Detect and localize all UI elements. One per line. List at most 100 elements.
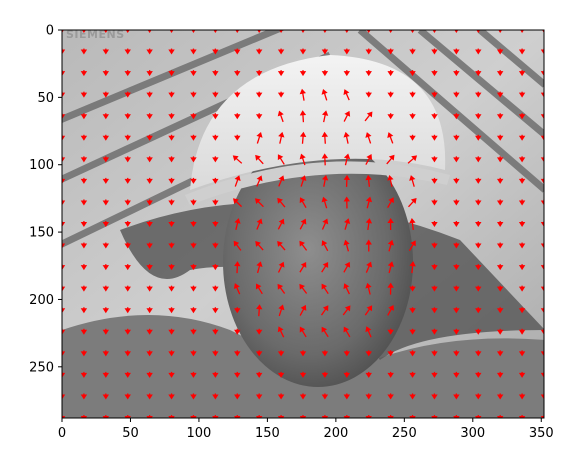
quiver-arrow <box>80 177 88 184</box>
quiver-arrow <box>102 393 110 400</box>
quiver-arrow <box>234 218 241 230</box>
y-tick-label: 50 <box>37 91 54 106</box>
quiver-arrow <box>277 261 285 273</box>
quiver-arrow <box>256 218 263 230</box>
quiver-arrow <box>496 350 504 357</box>
quiver-arrow <box>475 307 482 314</box>
quiver-arrow <box>256 304 263 317</box>
quiver-arrow <box>343 131 350 144</box>
quiver-arrow <box>102 113 110 120</box>
quiver-arrow <box>62 350 66 357</box>
quiver-arrow <box>342 305 351 316</box>
quiver-arrow <box>475 371 482 378</box>
quiver-arrow <box>168 113 175 120</box>
quiver-arrow <box>212 70 219 77</box>
quiver-arrow <box>431 328 438 335</box>
quiver-arrow <box>255 154 264 165</box>
quiver-arrow <box>168 221 175 227</box>
quiver-arrow <box>344 218 351 230</box>
quiver-arrow <box>146 156 153 163</box>
quiver-arrow <box>234 307 241 314</box>
quiver-arrow <box>518 134 526 141</box>
quiver-arrow <box>80 393 88 400</box>
quiver-arrow <box>190 70 197 77</box>
quiver-arrow <box>475 350 482 357</box>
quiver-arrow <box>277 371 285 378</box>
quiver-arrow <box>496 156 504 163</box>
x-tick-label: 0 <box>58 426 66 441</box>
quiver-arrow <box>102 371 110 378</box>
quiver-arrow <box>431 199 438 206</box>
quiver-arrow <box>387 197 394 208</box>
quiver-arrow <box>453 70 460 77</box>
quiver-arrow <box>321 326 329 338</box>
quiver-arrow <box>62 48 66 55</box>
quiver-arrow <box>321 218 329 230</box>
quiver-arrow <box>365 371 372 378</box>
quiver-arrow <box>386 154 395 165</box>
quiver-arrow <box>102 285 110 292</box>
quiver-arrow <box>496 393 504 400</box>
y-tick-label: 100 <box>29 158 54 173</box>
quiver-arrows <box>62 30 544 418</box>
quiver-arrow <box>102 91 110 98</box>
quiver-arrow <box>453 242 460 249</box>
quiver-arrow <box>540 307 544 314</box>
quiver-arrow <box>518 91 526 98</box>
y-tick-label: 0 <box>46 24 54 39</box>
quiver-arrow <box>80 242 88 249</box>
quiver-arrow <box>124 307 131 314</box>
quiver-arrow <box>124 350 131 357</box>
quiver-arrow <box>431 242 438 249</box>
quiver-arrow <box>168 199 175 206</box>
quiver-arrow <box>409 113 416 120</box>
quiver-arrow <box>277 283 286 294</box>
quiver-arrow <box>62 371 66 378</box>
quiver-arrow <box>321 350 329 357</box>
quiver-arrow <box>168 48 175 55</box>
quiver-arrow <box>540 199 544 206</box>
quiver-arrow <box>299 70 307 77</box>
quiver-arrow <box>321 196 328 209</box>
quiver-arrow <box>431 48 438 55</box>
quiver-arrow <box>320 305 329 316</box>
quiver-arrow <box>496 307 504 314</box>
quiver-arrow <box>80 307 88 314</box>
quiver-arrow <box>80 91 88 98</box>
quiver-arrow <box>409 175 416 187</box>
quiver-arrow <box>168 393 175 400</box>
quiver-arrow <box>212 328 219 335</box>
quiver-arrow <box>277 393 285 400</box>
quiver-arrow <box>409 307 416 314</box>
quiver-arrow <box>453 134 460 141</box>
quiver-arrow <box>190 307 197 314</box>
quiver-arrow <box>212 113 219 120</box>
quiver-arrow <box>343 261 351 273</box>
quiver-arrow <box>453 350 460 357</box>
quiver-arrow <box>321 371 329 378</box>
quiver-arrow <box>321 153 329 166</box>
quiver-arrow <box>365 48 372 55</box>
quiver-arrow <box>168 134 175 141</box>
quiver-arrow <box>234 113 241 120</box>
quiver-arrow <box>321 262 329 273</box>
quiver-arrow <box>277 326 285 338</box>
quiver-arrow <box>102 199 110 206</box>
quiver-arrow <box>475 48 482 55</box>
quiver-arrow <box>365 261 373 273</box>
quiver-arrow <box>387 239 394 252</box>
quiver-arrow <box>540 371 544 378</box>
quiver-arrow <box>343 174 351 187</box>
quiver-arrow <box>343 393 351 400</box>
quiver-arrow <box>453 393 460 400</box>
quiver-arrow <box>299 326 307 338</box>
quiver-arrow <box>364 111 373 122</box>
quiver-arrow <box>255 48 263 55</box>
quiver-arrow <box>255 70 263 77</box>
quiver-arrow <box>343 239 350 252</box>
quiver-arrow <box>387 328 394 335</box>
quiver-arrow <box>255 91 263 98</box>
quiver-arrow <box>80 70 88 77</box>
y-tick-label: 250 <box>29 360 54 375</box>
quiver-arrow <box>234 261 241 274</box>
